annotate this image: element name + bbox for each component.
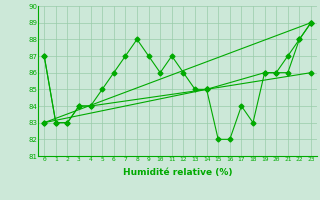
X-axis label: Humidité relative (%): Humidité relative (%) — [123, 168, 232, 177]
